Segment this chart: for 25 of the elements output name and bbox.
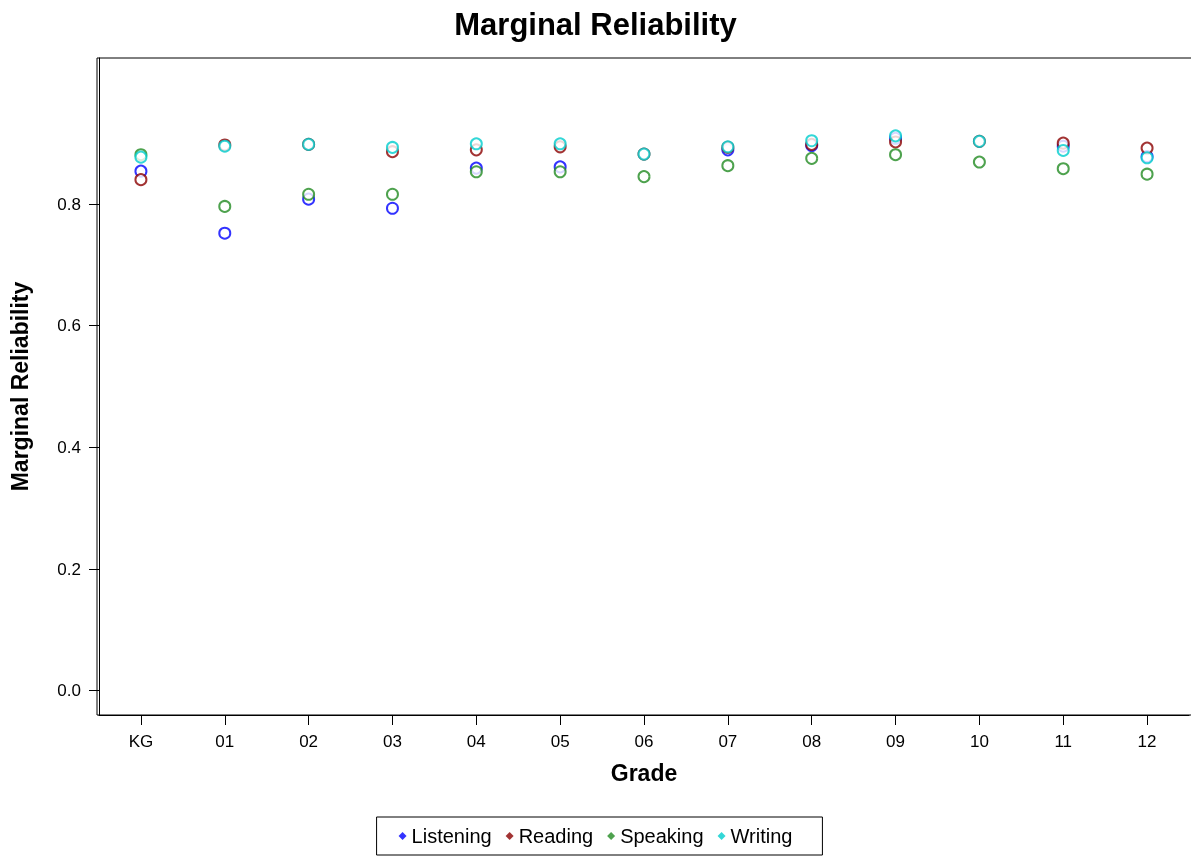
x-tick-label: 12 xyxy=(1137,732,1157,751)
y-tick-label: 0.8 xyxy=(57,194,81,214)
y-tick-label: 0.0 xyxy=(57,681,81,701)
legend-label: Writing xyxy=(730,825,793,847)
x-tick-label: 02 xyxy=(299,732,319,751)
x-axis-title: Grade xyxy=(610,759,678,786)
x-tick-label: 03 xyxy=(383,732,402,751)
y-tick-label: 0.4 xyxy=(57,437,81,457)
x-tick-label: KG xyxy=(128,732,154,751)
x-tick-label: 07 xyxy=(718,732,738,751)
x-tick-label: 08 xyxy=(802,732,822,751)
y-axis-title: Marginal Reliability xyxy=(6,281,33,492)
legend-label: Reading xyxy=(518,825,594,847)
y-tick-label: 0.2 xyxy=(57,559,81,579)
legend-label: Listening xyxy=(411,825,492,847)
x-tick-label: 06 xyxy=(634,732,654,751)
x-tick-label: 10 xyxy=(969,732,989,751)
x-tick-label: 04 xyxy=(466,732,486,751)
x-tick-label: 09 xyxy=(886,732,905,751)
y-tick-label: 0.6 xyxy=(57,316,81,336)
chart-title: Marginal Reliability xyxy=(454,7,738,42)
x-tick-label: 05 xyxy=(550,732,570,751)
x-tick-label: 01 xyxy=(215,732,235,751)
x-tick-label: 11 xyxy=(1054,732,1073,751)
legend-label: Speaking xyxy=(620,825,704,847)
